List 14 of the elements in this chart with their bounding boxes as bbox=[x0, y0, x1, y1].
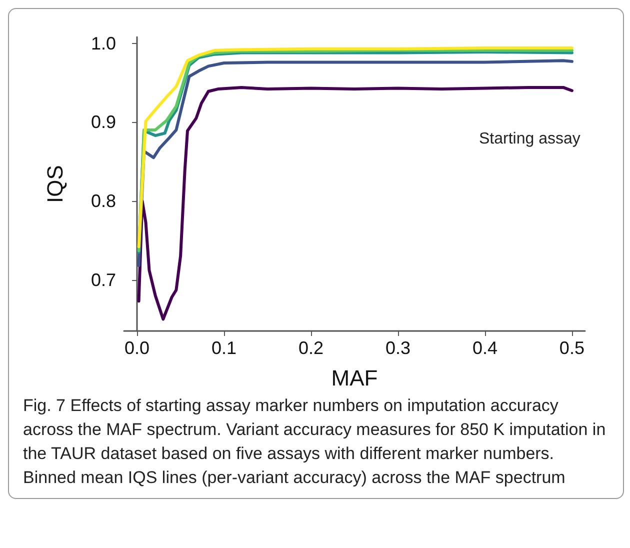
x-tick-label: 0.2 bbox=[298, 338, 324, 358]
x-tick-label: 0.3 bbox=[385, 338, 411, 358]
x-tick-label: 0.5 bbox=[559, 338, 584, 358]
caption: Fig. 7 Effects of starting assay marker numbers on imputation accuracy across the MAF spectrum. Variant accuracy measures for 850 K imputation in the TAUR dataset based on five assays with different marker numbers. Binned mean IQS lines (per-variant accuracy) across the MAF spectrum bbox=[22, 395, 607, 489]
y-tick-label: 1.0 bbox=[90, 33, 116, 54]
legend-title: Starting assay bbox=[479, 130, 580, 148]
y-tick-label: 0.7 bbox=[90, 270, 116, 290]
x-tick-label: 0.0 bbox=[124, 338, 150, 358]
x-tick-label: 0.1 bbox=[212, 338, 237, 358]
x-tick-label: 0.4 bbox=[472, 338, 498, 358]
x-axis-title: MAF bbox=[331, 366, 378, 390]
y-tick-label: 0.9 bbox=[90, 112, 116, 132]
y-tick-label: 0.8 bbox=[90, 190, 116, 211]
y-axis-title: IQS bbox=[42, 165, 68, 203]
